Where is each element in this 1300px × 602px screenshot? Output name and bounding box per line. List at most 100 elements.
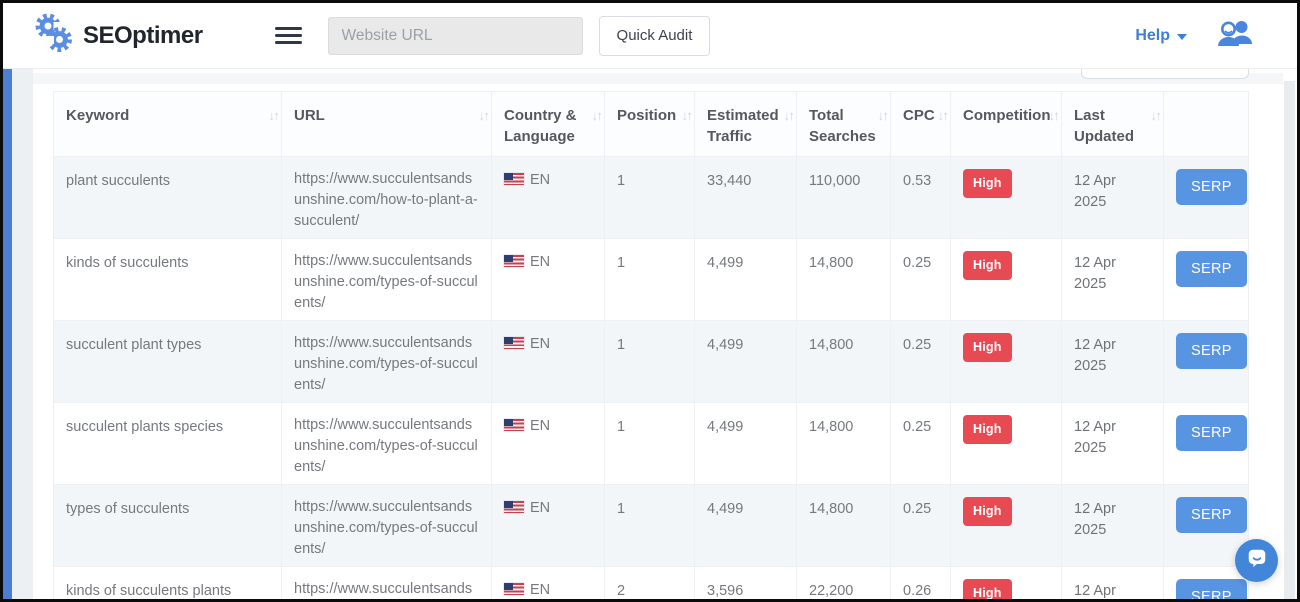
column-header-position[interactable]: Position ↓↑ [604, 91, 695, 157]
account-users-button[interactable] [1217, 19, 1253, 52]
last-updated-cell: 12 Apr 2025 [1061, 238, 1164, 321]
left-edge-accent [3, 69, 12, 599]
column-header-cpc[interactable]: CPC ↓↑ [890, 91, 951, 157]
cpc-cell: 0.26 [890, 566, 951, 599]
vertical-scrollbar[interactable] [1284, 81, 1295, 599]
last-updated-cell: 12 Apr 2025 [1061, 484, 1164, 567]
estimated-traffic-cell: 33,440 [694, 156, 797, 239]
position-cell: 1 [604, 320, 695, 403]
serp-button[interactable]: SERP [1176, 251, 1247, 287]
us-flag-icon [504, 255, 524, 267]
serp-button[interactable]: SERP [1176, 415, 1247, 451]
us-flag-icon [504, 583, 524, 595]
estimated-traffic-cell: 3,596 [694, 566, 797, 599]
cpc-cell: 0.53 [890, 156, 951, 239]
chevron-down-icon [1177, 33, 1187, 40]
table-row: kinds of succulents plants https://www.s… [53, 566, 1249, 599]
serp-cell: SERP [1163, 566, 1249, 599]
url-cell: https://www.succulentsandsunshine.com/ty… [281, 402, 492, 485]
chat-launcher-button[interactable] [1235, 539, 1278, 582]
estimated-traffic-cell: 4,499 [694, 238, 797, 321]
url-cell: https://www.succulentsandsunshine.com/ty… [281, 566, 492, 599]
left-rail [12, 69, 33, 599]
sort-icon: ↓↑ [937, 108, 949, 123]
keyword-table-body: plant succulents https://www.succulentsa… [53, 156, 1249, 599]
brand-logo[interactable]: SEOptimer [33, 12, 203, 59]
last-updated-cell: 12 Apr 2025 [1061, 566, 1164, 599]
sort-icon: ↓↑ [681, 108, 693, 123]
total-searches-cell: 14,800 [796, 484, 891, 567]
column-header-url[interactable]: URL ↓↑ [281, 91, 492, 157]
competition-cell: High [950, 320, 1062, 403]
help-label: Help [1135, 26, 1170, 44]
table-row: kinds of succulents https://www.succulen… [53, 238, 1249, 321]
sort-icon: ↓↑ [877, 108, 889, 123]
sort-icon: ↓↑ [591, 108, 603, 123]
total-searches-cell: 14,800 [796, 402, 891, 485]
country-language-cell: EN [491, 320, 605, 403]
serp-cell: SERP [1163, 402, 1249, 485]
serp-button[interactable]: SERP [1176, 333, 1247, 369]
competition-badge: High [963, 333, 1012, 362]
keyword-cell: succulent plant types [53, 320, 282, 403]
keyword-cell: types of succulents [53, 484, 282, 567]
serp-button[interactable]: SERP [1176, 497, 1247, 533]
competition-badge: High [963, 415, 1012, 444]
competition-badge: High [963, 169, 1012, 198]
sort-icon: ↓↑ [783, 108, 795, 123]
column-header-estimated-traffic[interactable]: Estimated Traffic ↓↑ [694, 91, 797, 157]
column-header-competition[interactable]: Competition ↓↑ [950, 91, 1062, 157]
serp-cell: SERP [1163, 484, 1249, 567]
competition-cell: High [950, 402, 1062, 485]
keyword-cell: plant succulents [53, 156, 282, 239]
cpc-cell: 0.25 [890, 238, 951, 321]
us-flag-icon [504, 501, 524, 513]
position-cell: 1 [604, 402, 695, 485]
table-row: types of succulents https://www.succulen… [53, 484, 1249, 567]
website-url-input[interactable] [327, 16, 583, 55]
country-language-cell: EN [491, 238, 605, 321]
table-row: plant succulents https://www.succulentsa… [53, 156, 1249, 239]
url-cell: https://www.succulentsandsunshine.com/ty… [281, 238, 492, 321]
competition-badge: High [963, 497, 1012, 526]
brand-name: SEOptimer [83, 21, 203, 49]
column-header-last-updated[interactable]: Last Updated ↓↑ [1061, 91, 1164, 157]
table-row: succulent plant types https://www.succul… [53, 320, 1249, 403]
quick-audit-button[interactable]: Quick Audit [598, 15, 711, 56]
sort-icon: ↓↑ [1048, 108, 1060, 123]
url-cell: https://www.succulentsandsunshine.com/ty… [281, 320, 492, 403]
sort-icon: ↓↑ [478, 108, 490, 123]
serp-cell: SERP [1163, 156, 1249, 239]
sort-icon: ↓↑ [268, 108, 280, 123]
column-header-keyword[interactable]: Keyword ↓↑ [53, 91, 282, 157]
serp-cell: SERP [1163, 238, 1249, 321]
menu-toggle-button[interactable] [274, 23, 302, 48]
competition-cell: High [950, 238, 1062, 321]
keyword-cell: kinds of succulents [53, 238, 282, 321]
sort-icon: ↓↑ [1150, 108, 1162, 123]
column-header-total-searches[interactable]: Total Searches ↓↑ [796, 91, 891, 157]
keyword-cell: kinds of succulents plants [53, 566, 282, 599]
url-cell: https://www.succulentsandsunshine.com/ho… [281, 156, 492, 239]
chat-bubble-icon [1246, 547, 1268, 574]
serp-button[interactable]: SERP [1176, 169, 1247, 205]
column-header-serp [1163, 91, 1249, 157]
competition-cell: High [950, 484, 1062, 567]
position-cell: 1 [604, 484, 695, 567]
us-flag-icon [504, 173, 524, 185]
total-searches-cell: 14,800 [796, 238, 891, 321]
competition-cell: High [950, 566, 1062, 599]
cpc-cell: 0.25 [890, 402, 951, 485]
country-language-cell: EN [491, 484, 605, 567]
total-searches-cell: 22,200 [796, 566, 891, 599]
help-menu[interactable]: Help [1135, 27, 1187, 45]
brand-gear-icon [33, 12, 75, 59]
top-nav-bar: SEOptimer Quick Audit Help [3, 3, 1297, 69]
serp-button[interactable]: SERP [1176, 579, 1247, 599]
competition-badge: High [963, 251, 1012, 280]
position-cell: 1 [604, 156, 695, 239]
column-header-country-language[interactable]: Country & Language ↓↑ [491, 91, 605, 157]
total-searches-cell: 14,800 [796, 320, 891, 403]
estimated-traffic-cell: 4,499 [694, 320, 797, 403]
